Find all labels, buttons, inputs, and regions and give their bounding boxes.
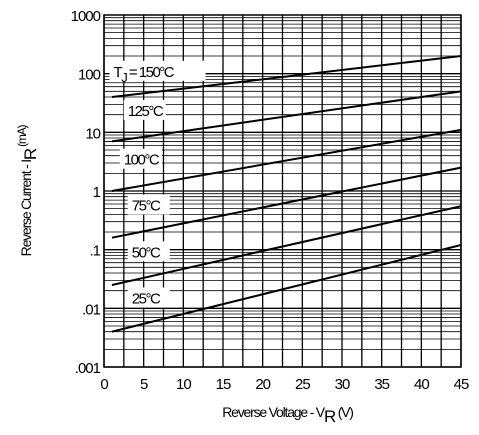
y-axis-title-unit: (mA): [15, 124, 29, 149]
curve-label: 25°C: [132, 291, 161, 308]
x-tick-label: 10: [176, 376, 191, 393]
curve-label: 100°C: [124, 152, 160, 169]
x-tick-label: 30: [335, 376, 350, 393]
curve-label: 50°C: [132, 244, 161, 261]
curve-label-group: 75°C: [128, 194, 170, 214]
curve-label: 125°C: [128, 103, 164, 120]
curve-label-group: 50°C: [128, 241, 170, 261]
x-axis-title: Reverse Voltage - VR (V): [222, 404, 353, 426]
y-tick-label: 100: [78, 67, 101, 84]
x-tick-label: 45: [454, 376, 469, 393]
x-axis-title-main: Reverse Voltage - V: [222, 404, 326, 420]
y-tick-label: .001: [75, 360, 101, 377]
y-tick-label: 1: [93, 184, 101, 201]
x-tick-label: 25: [295, 376, 310, 393]
x-axis-title-unit: (V): [335, 404, 353, 420]
x-tick-label: 0: [100, 376, 108, 393]
x-tick-label: 15: [216, 376, 231, 393]
x-tick-labels: 0 5 10 15 20 25 30 35 40 45: [100, 376, 469, 393]
x-tick-label: 20: [255, 376, 270, 393]
y-tick-label: 10: [85, 125, 100, 142]
curve-label-group: 125°C: [124, 100, 166, 120]
curve-label-group: 25°C: [128, 288, 170, 308]
curve-label: 75°C: [132, 197, 161, 214]
series-line: [112, 130, 461, 191]
y-axis-title-main: Reverse Current - I: [18, 160, 34, 257]
curve-label-group: 100°C: [120, 149, 162, 169]
x-tick-label: 5: [140, 376, 148, 393]
y-tick-labels: .001 .01 .1 1 10 100 1000: [71, 8, 101, 377]
y-tick-label: 1000: [71, 8, 101, 25]
x-tick-label: 40: [414, 376, 429, 393]
y-tick-label: .01: [82, 301, 101, 318]
y-axis-title: Reverse Current - IR (mA): [15, 124, 40, 256]
y-tick-label: .1: [89, 243, 100, 260]
curve-label-group: TJ = 150°C: [110, 61, 206, 85]
x-tick-label: 35: [374, 376, 389, 393]
